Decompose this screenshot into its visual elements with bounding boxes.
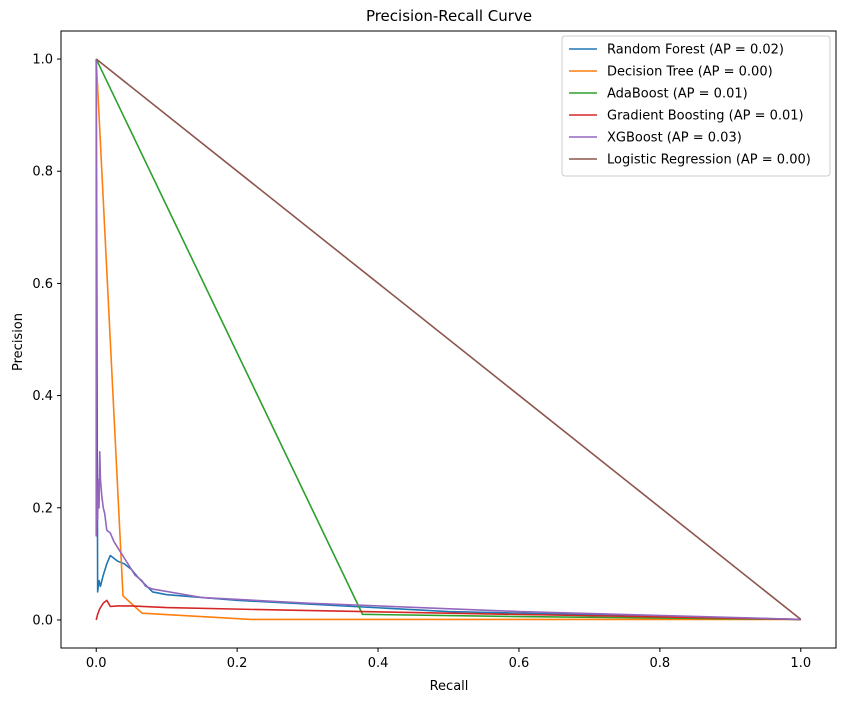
y-tick-label: 0.8 [32, 165, 53, 180]
chart-title: Precision-Recall Curve [366, 7, 532, 25]
x-tick-label: 0.4 [368, 656, 389, 671]
plot-area: 0.0 0.2 0.4 0.6 0.8 1.0 0.0 0.2 0.4 0.6 0.8 1.0 [32, 30, 837, 671]
series-line-1 [95, 59, 801, 621]
x-tick-label: 0.6 [509, 656, 530, 671]
x-tick-label: 1.0 [790, 656, 811, 671]
series-line-0 [95, 59, 801, 621]
y-tick-label: 0.0 [32, 613, 53, 628]
legend-label-5: Logistic Regression (AP = 0.00) [607, 153, 811, 168]
legend: Random Forest (AP = 0.02) Decision Tree (… [561, 35, 831, 177]
series-line-5 [95, 58, 802, 621]
legend-label-1: Decision Tree (AP = 0.00) [607, 65, 773, 80]
legend-label-4: XGBoost (AP = 0.03) [607, 131, 742, 146]
y-tick-label: 0.6 [32, 277, 53, 292]
y-tick-label: 0.2 [32, 501, 53, 516]
legend-label-3: Gradient Boosting (AP = 0.01) [607, 109, 804, 124]
x-tick-label: 0.8 [650, 656, 671, 671]
legend-box [561, 35, 831, 177]
series-line-2 [95, 58, 801, 621]
x-tick-label: 0.0 [86, 656, 107, 671]
y-tick-label: 1.0 [32, 53, 53, 68]
plot-frame [60, 30, 837, 649]
series-line-4 [95, 59, 801, 621]
y-axis-label: Precision [11, 313, 26, 371]
x-tick-label: 0.2 [227, 656, 248, 671]
legend-label-2: AdaBoost (AP = 0.01) [607, 87, 748, 102]
legend-label-0: Random Forest (AP = 0.02) [607, 43, 784, 58]
series-line-3 [95, 599, 801, 621]
y-tick-label: 0.4 [32, 389, 53, 404]
x-axis-label: Recall [430, 679, 469, 694]
